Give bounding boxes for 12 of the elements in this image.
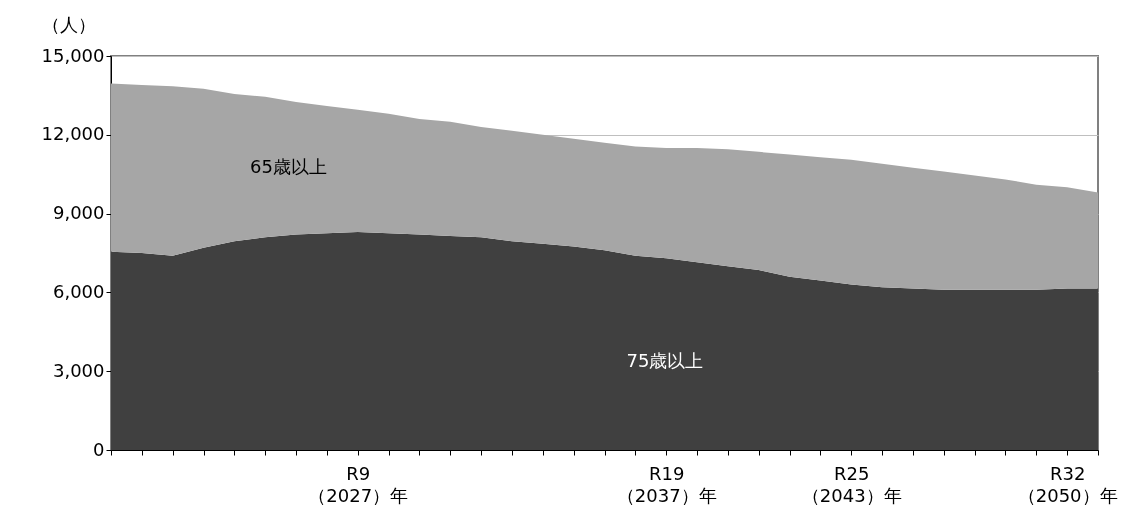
x-tick-label: R25 （2043）年 xyxy=(801,462,902,506)
x-tick-label: R19 （2037）年 xyxy=(616,462,717,506)
y-tick-label: 0 xyxy=(93,438,105,460)
y-tick-label: 12,000 xyxy=(41,123,105,145)
series-label: 65歳以上 xyxy=(250,155,327,177)
y-axis-title: （人） xyxy=(41,13,96,35)
x-tick-label: R32 （2050）年 xyxy=(1017,462,1118,506)
y-tick-label: 15,000 xyxy=(41,44,105,66)
x-tick-label: R9 （2027）年 xyxy=(308,462,409,506)
y-tick-label: 9,000 xyxy=(52,202,105,224)
y-tick-label: 6,000 xyxy=(52,280,105,302)
y-tick-label: 3,000 xyxy=(52,359,105,381)
